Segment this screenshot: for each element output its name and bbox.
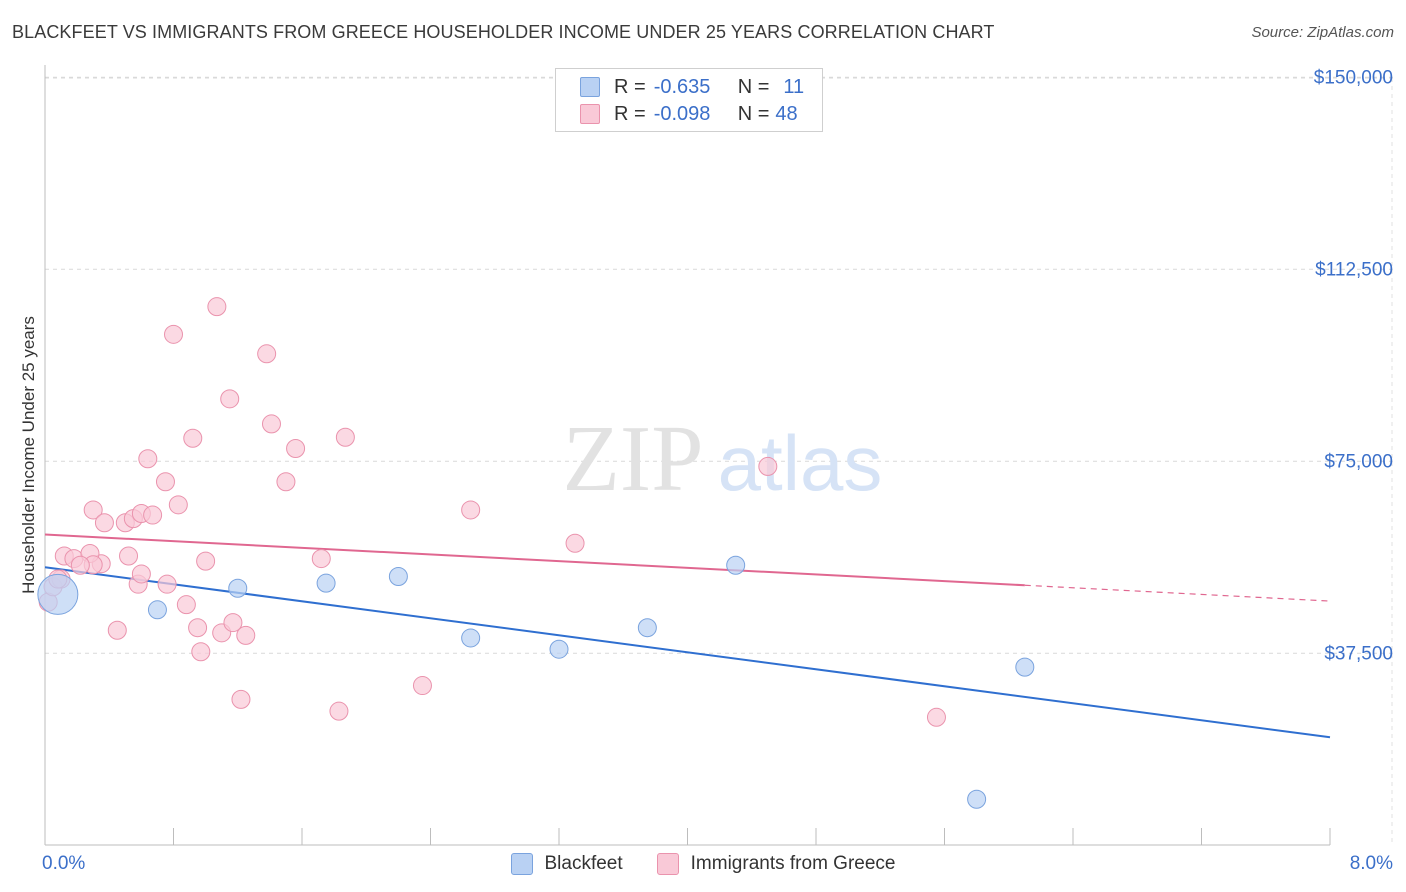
point-greece — [461, 500, 481, 520]
point-greece — [143, 505, 163, 525]
legend-row-blackfeet: R = -0.635 N = 11 — [580, 75, 804, 99]
point-greece — [83, 500, 103, 520]
point-blackfeet — [147, 600, 167, 620]
legend-swatch-greece — [580, 104, 600, 124]
chart-title: BLACKFEET VS IMMIGRANTS FROM GREECE HOUS… — [12, 22, 995, 42]
point-greece — [758, 456, 778, 476]
legend-r-value: -0.635 — [653, 75, 711, 98]
point-blackfeet — [316, 573, 336, 593]
point-greece — [168, 495, 188, 515]
watermark-zip: ZIP — [563, 407, 704, 511]
point-greece — [412, 676, 432, 696]
point-greece — [131, 564, 151, 584]
point-greece — [223, 613, 243, 633]
y-tick-label: $37,500 — [1324, 643, 1393, 664]
legend-r-label: R = — [614, 102, 646, 125]
legend-n-label: N = — [737, 75, 770, 98]
point-greece — [926, 707, 946, 727]
legend-r-value: -0.098 — [653, 102, 711, 125]
x-tick-label-min: 0.0% — [42, 853, 85, 874]
point-greece — [286, 439, 306, 458]
point-greece — [119, 546, 139, 566]
point-greece — [164, 324, 183, 344]
data-points — [37, 297, 1035, 809]
source-label: Source: ZipAtlas.com — [1251, 24, 1394, 41]
legend-swatch-blackfeet — [510, 853, 533, 875]
legend-label-greece: Immigrants from Greece — [690, 853, 896, 874]
series-legend: Blackfeet Immigrants from Greece — [0, 852, 1406, 876]
legend-r-label: R = — [614, 75, 646, 98]
point-greece — [196, 551, 216, 571]
point-greece — [276, 472, 296, 492]
legend-n-label: N = — [737, 102, 770, 125]
legend-swatch-greece — [656, 853, 679, 875]
point-greece — [236, 625, 256, 645]
point-blackfeet — [388, 567, 408, 586]
point-blackfeet — [1015, 657, 1035, 677]
point-greece — [329, 701, 349, 721]
point-blackfeet — [228, 578, 248, 598]
point-greece — [176, 595, 196, 615]
axes — [44, 65, 1331, 846]
point-greece — [157, 574, 177, 594]
point-blackfeet — [726, 555, 746, 575]
correlation-legend: R = -0.635 N = 11 R = -0.098 N = 48 — [555, 68, 823, 132]
tick-labels: $37,500 $75,000 $112,500 $150,000 0.0% 8.0% — [42, 67, 1393, 874]
x-tick-label-max: 8.0% — [1350, 853, 1393, 874]
legend-row-greece: R = -0.098 N = 48 — [580, 102, 798, 126]
point-greece — [138, 449, 158, 469]
watermark-atlas: atlas — [718, 419, 883, 507]
legend-n-value: 48 — [775, 102, 798, 125]
legend-n-value: 11 — [783, 75, 805, 98]
point-greece — [565, 533, 585, 553]
legend-swatch-blackfeet — [580, 77, 600, 97]
point-greece — [155, 472, 175, 492]
point-greece — [207, 297, 227, 317]
point-greece — [335, 427, 355, 447]
point-greece — [183, 428, 203, 448]
point-blackfeet — [637, 618, 657, 638]
trend-line-0 — [44, 566, 1331, 739]
trend-line-1 — [44, 533, 1025, 587]
point-greece — [70, 555, 90, 575]
point-blackfeet — [967, 789, 987, 809]
trend-lines — [44, 533, 1331, 739]
watermark: ZIP atlas — [563, 407, 883, 511]
y-tick-label: $75,000 — [1324, 451, 1393, 472]
point-blackfeet — [461, 628, 481, 648]
point-blackfeet — [37, 573, 79, 615]
point-blackfeet — [549, 639, 569, 659]
trend-line-extension-1 — [1024, 584, 1331, 602]
legend-label-blackfeet: Blackfeet — [544, 853, 623, 874]
legend-item-greece: Immigrants from Greece — [656, 853, 896, 875]
point-greece — [231, 689, 251, 709]
point-greece — [107, 620, 127, 640]
legend-item-blackfeet: Blackfeet — [510, 853, 623, 875]
point-greece — [261, 414, 281, 434]
y-tick-label: $150,000 — [1314, 67, 1393, 88]
point-greece — [188, 618, 208, 638]
point-greece — [311, 549, 331, 569]
point-greece — [220, 389, 240, 409]
y-tick-label: $112,500 — [1315, 259, 1393, 280]
point-greece — [191, 642, 211, 662]
point-greece — [257, 344, 277, 364]
point-greece — [94, 513, 114, 533]
